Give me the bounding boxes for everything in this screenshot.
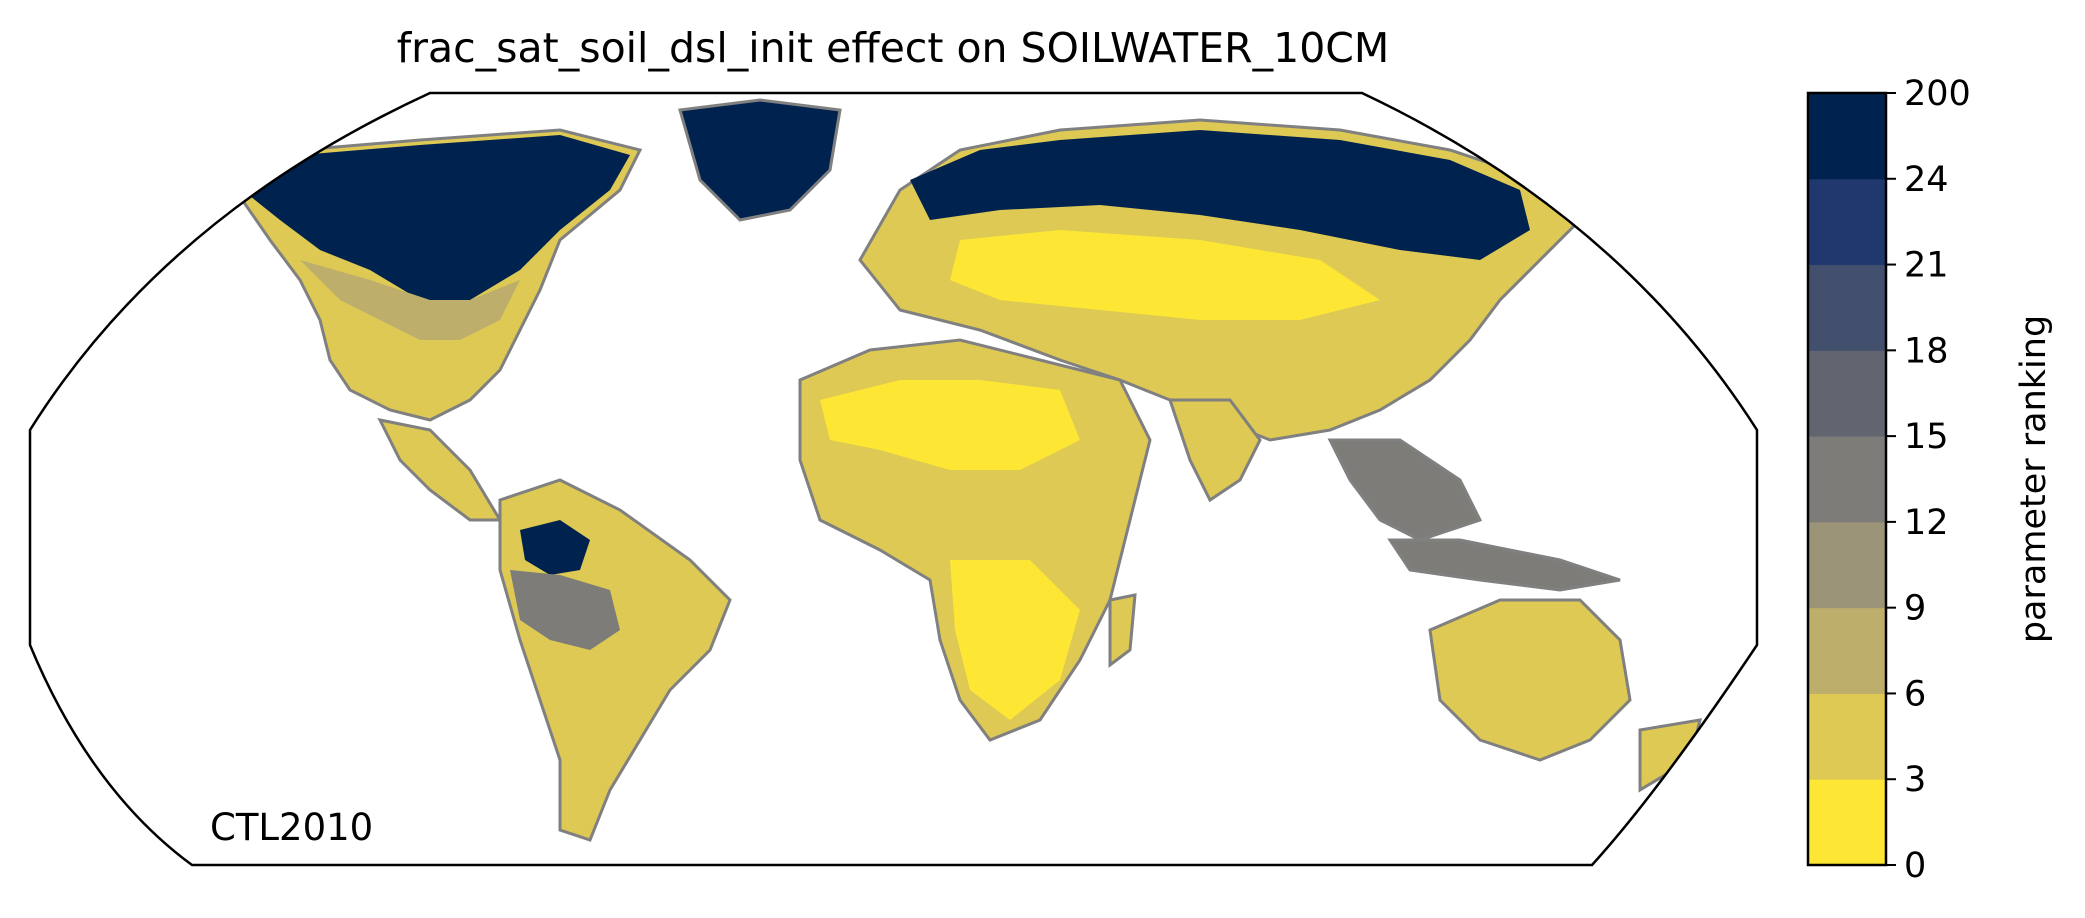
colorbar-tick-label: 9 [1904,589,1926,629]
colorbar: 0 3 6 9 12 15 18 21 24 200 parameter ranking [1806,74,2054,886]
north-america-mid-rank [300,260,520,340]
colorbar-segment [1808,93,1886,180]
colorbar-tick-label: 6 [1904,674,1926,714]
globe-border [28,91,1759,867]
amazon-high-rank [520,520,590,575]
colorbar-segment [1808,436,1886,523]
colorbar-tick-label: 12 [1904,503,1949,543]
map-title: frac_sat_soil_dsl_init effect on SOILWAT… [397,24,1390,72]
eurasia-yellow-band [950,230,1380,320]
australia-yellow [1450,630,1610,730]
colorbar-segment [1808,350,1886,437]
madagascar [1108,593,1137,668]
north-america-high-rank [230,135,630,300]
eurasia-high-rank [910,130,1530,260]
sahara-yellow [820,380,1080,470]
southeast-asia [1327,438,1483,542]
map-area [28,91,1759,867]
land-cells [222,98,1703,842]
colorbar-segment [1808,178,1886,266]
run-label: CTL2010 [210,806,373,849]
india [1167,398,1262,503]
new-zealand [1638,718,1703,793]
colorbar-segment [1808,264,1886,351]
greenland [678,98,842,222]
colorbar-segment [1808,693,1886,780]
colorbar-tick-label: 24 [1904,160,1949,200]
colorbar-segment [1808,521,1886,609]
colorbar-tick-label: 15 [1904,417,1949,457]
indonesia [1387,538,1621,592]
colorbar-tick-label: 3 [1904,760,1926,800]
colorbar-frame [1806,91,1888,867]
southern-africa-yellow [950,560,1080,720]
central-america [377,417,503,522]
colorbar-tick-label: 200 [1904,74,1971,114]
amazon-mid-rank [510,570,620,650]
colorbar-label: parameter ranking [2014,315,2054,643]
colorbar-segment [1808,779,1886,866]
colorbar-tick-label: 18 [1904,331,1949,371]
colorbar-tick-label: 0 [1904,846,1926,886]
colorbar-tick-label: 21 [1904,246,1949,286]
colorbar-segment [1808,607,1886,694]
